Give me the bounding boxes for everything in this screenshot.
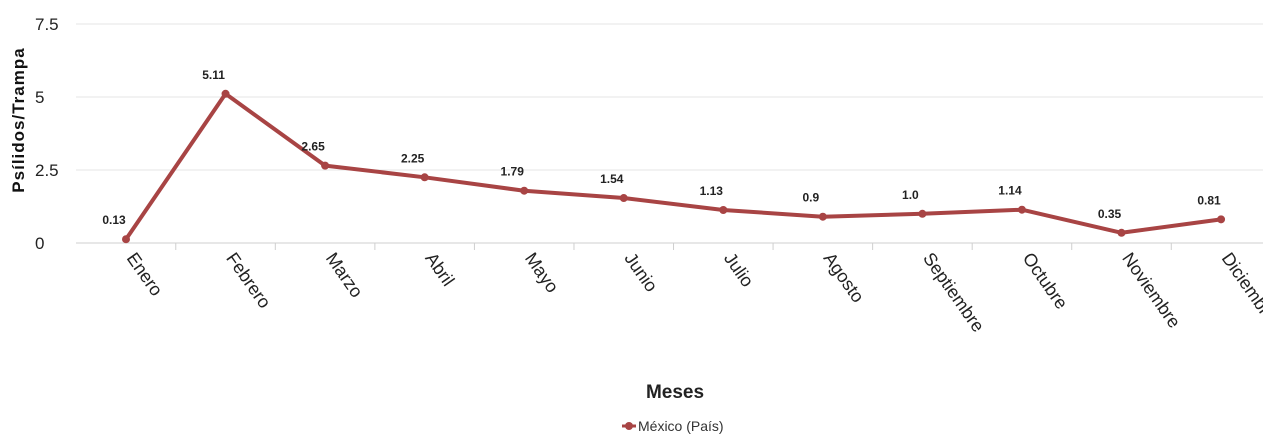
x-tick-label: Mayo xyxy=(521,249,563,297)
x-tick-label: Octubre xyxy=(1019,249,1072,313)
legend-label: México (País) xyxy=(638,418,724,434)
data-label: 1.0 xyxy=(902,188,919,202)
x-tick-label: Noviembre xyxy=(1118,249,1184,332)
data-label: 0.13 xyxy=(102,213,126,227)
y-axis-ticks: 0 2.5 5 7.5 xyxy=(35,15,59,253)
data-point xyxy=(520,186,529,195)
data-point xyxy=(1117,228,1126,237)
x-tick-label: Agosto xyxy=(820,249,869,306)
x-tick-label: Diciembre xyxy=(1218,249,1263,327)
x-tick-label: Septiembre xyxy=(919,249,988,336)
legend-dot xyxy=(625,422,633,430)
data-labels: 0.13 5.11 2.65 2.25 1.79 1.54 1.13 0.9 1.0 1.14 0.… xyxy=(102,68,1221,227)
data-label: 1.79 xyxy=(501,165,525,179)
data-point xyxy=(420,173,429,182)
data-point xyxy=(221,89,230,98)
x-tick-label: Febrero xyxy=(222,249,275,312)
data-label: 2.65 xyxy=(301,140,325,154)
data-point xyxy=(321,161,330,170)
y-tick-label: 2.5 xyxy=(35,161,59,180)
series-line xyxy=(124,91,1224,242)
data-point xyxy=(818,212,827,221)
x-tick-label: Enero xyxy=(123,249,167,300)
series-layer xyxy=(122,89,1226,244)
data-point xyxy=(918,209,927,218)
x-axis-title: Meses xyxy=(646,382,704,403)
x-tick-label: Abril xyxy=(421,249,458,290)
gridlines xyxy=(76,23,1263,244)
y-tick-label: 7.5 xyxy=(35,15,59,34)
data-label: 5.11 xyxy=(202,68,225,82)
x-tick-label: Julio xyxy=(720,249,758,291)
data-point xyxy=(122,235,130,244)
data-point xyxy=(1017,205,1026,214)
x-tick-label: Marzo xyxy=(322,249,367,301)
data-point xyxy=(619,194,628,203)
y-tick-label: 0 xyxy=(35,234,44,253)
legend-marker-icon xyxy=(622,422,636,430)
data-label: 1.54 xyxy=(600,172,624,186)
data-point xyxy=(1217,215,1226,224)
data-label: 1.14 xyxy=(998,184,1022,198)
y-axis-title: Psílidos/Trampa xyxy=(9,47,28,192)
data-label: 0.35 xyxy=(1098,207,1122,221)
legend: México (País) xyxy=(622,418,724,434)
data-label: 0.9 xyxy=(803,191,820,205)
data-label: 0.81 xyxy=(1197,193,1221,207)
data-point xyxy=(719,206,728,215)
data-label: 1.13 xyxy=(700,184,724,198)
data-label: 2.25 xyxy=(401,151,425,165)
y-tick-label: 5 xyxy=(35,88,44,107)
x-tick-label: Junio xyxy=(620,249,661,296)
x-axis-ticks: Enero Febrero Marzo Abril Mayo Junio Julio Agos… xyxy=(123,243,1263,336)
